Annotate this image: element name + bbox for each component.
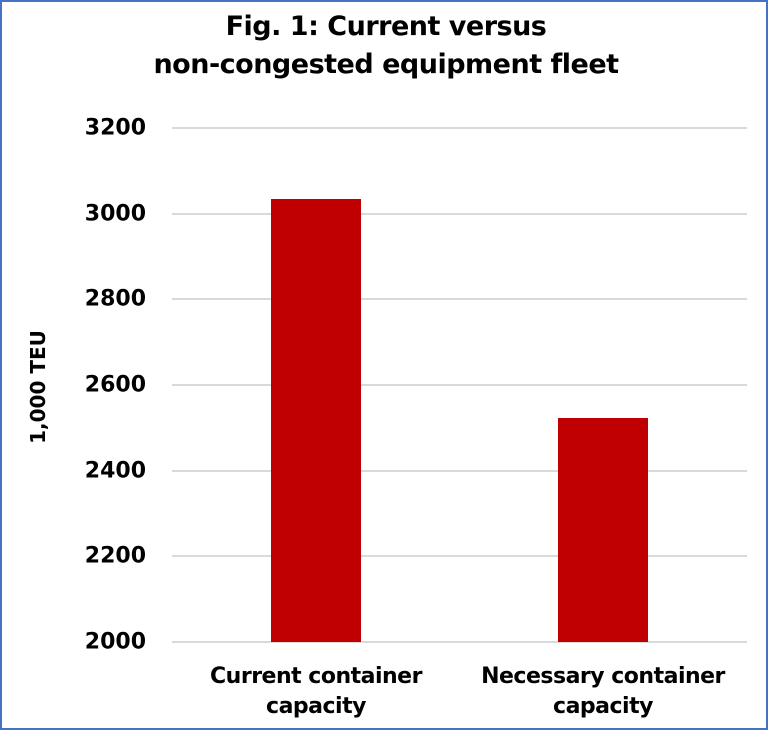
y-tick-label: 2400: [84, 458, 146, 484]
gridline: [172, 469, 747, 472]
bar-current-capacity: [271, 198, 361, 642]
y-tick-label: 2200: [84, 543, 146, 569]
chart-title-line-2: non-congested equipment fleet: [153, 49, 619, 80]
chart-title-line-1: Fig. 1: Current versus: [225, 11, 547, 42]
gridline: [172, 127, 747, 129]
x-category-line: capacity: [266, 694, 366, 719]
gridline: [172, 641, 747, 643]
x-category-line: Current container: [210, 664, 422, 689]
y-tick-label: 2800: [84, 286, 146, 312]
x-category-line: Necessary container: [481, 664, 725, 689]
gridline: [172, 384, 747, 386]
y-tick-label: 2000: [84, 629, 146, 655]
chart-title: Fig. 1: Current versus non-congested equ…: [2, 8, 768, 84]
x-category-label-current: Current container capacity: [171, 662, 461, 722]
x-category-label-necessary: Necessary container capacity: [458, 662, 748, 722]
x-category-line: capacity: [553, 694, 653, 719]
bar-necessary-capacity: [558, 418, 648, 642]
y-tick-label: 3200: [84, 115, 146, 141]
gridline: [172, 555, 747, 558]
gridline: [172, 298, 747, 301]
gridline: [172, 212, 747, 215]
y-tick-label: 3000: [84, 201, 146, 227]
y-tick-label: 2600: [84, 372, 146, 398]
